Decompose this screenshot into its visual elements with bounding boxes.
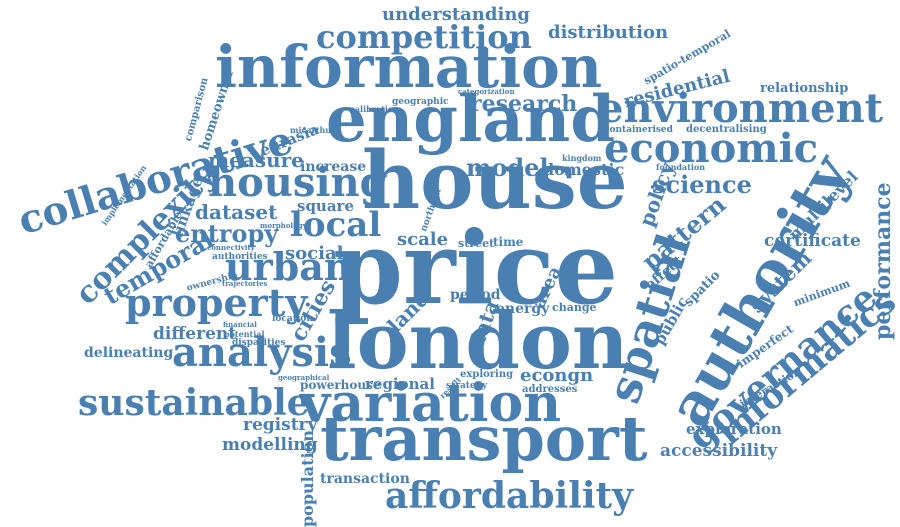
word-performance: performance	[872, 182, 894, 340]
word-economic: economic	[604, 129, 818, 169]
word-exploration: exploration	[686, 422, 782, 437]
word-street: street	[458, 238, 494, 249]
word-population: population	[300, 430, 316, 527]
word-understanding: understanding	[382, 6, 530, 24]
word-financial: financial	[223, 321, 257, 328]
word-morphology: morphology	[260, 222, 307, 229]
word-delineating: delineating	[84, 346, 173, 360]
word-competition: competition	[316, 21, 532, 53]
word-square: square	[297, 199, 354, 214]
word-authorities: authorities	[212, 253, 268, 262]
word-location: location	[272, 315, 313, 324]
word-period: period	[450, 288, 501, 302]
word-addresses: addresses	[522, 385, 577, 395]
word-calibration: calibration	[350, 105, 399, 113]
word-geographic: geographic	[392, 98, 449, 107]
word-connectivity: connectivity	[207, 244, 255, 251]
word-scale: scale	[397, 231, 448, 249]
word-decentralising: decentralising	[686, 125, 767, 135]
word-affordability: affordability	[385, 478, 633, 514]
word-accessibility: accessibility	[660, 443, 777, 460]
word-disparities: disparities	[232, 339, 285, 348]
word-containerised: containerised	[604, 126, 673, 135]
word-kingdom: kingdom	[562, 154, 601, 162]
word-increase: increase	[300, 160, 366, 174]
word-categorization: categorization	[458, 88, 515, 95]
word-geographical: geographical	[278, 374, 329, 381]
word-exploring: exploring	[460, 370, 513, 380]
word-foundation: foundation	[656, 163, 705, 171]
word-relationship: relationship	[760, 82, 848, 95]
word-transaction: transaction	[320, 472, 410, 486]
word-trajectories: trajectories	[222, 280, 267, 287]
word-certificate: certificate	[764, 233, 861, 250]
word-econgn: econgn	[520, 367, 593, 385]
word-model: model	[466, 156, 549, 180]
word-time: time	[493, 236, 523, 248]
word-social: social	[285, 245, 343, 263]
word-potential: potential	[224, 330, 265, 338]
word-dataset: dataset	[195, 202, 277, 222]
word-measure: measure	[208, 150, 304, 170]
word-change: change	[552, 302, 597, 313]
word-micarthur: micarthur	[290, 126, 335, 134]
word-distribution: distribution	[548, 24, 668, 42]
word-domestic: domestic	[543, 162, 624, 178]
word-research: research	[470, 93, 577, 115]
